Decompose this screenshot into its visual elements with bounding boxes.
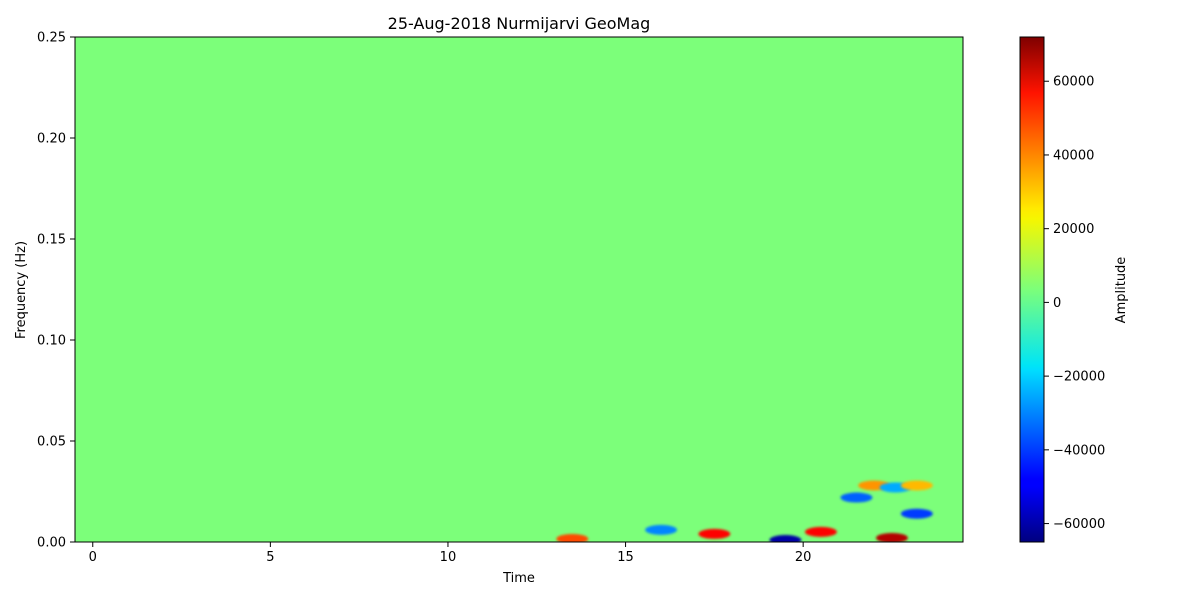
heatmap-feature-10 <box>900 508 933 519</box>
colorbar-label: Amplitude <box>1114 257 1129 324</box>
colorbar-tick-label: 20000 <box>1053 222 1094 237</box>
colorbar-frame <box>1019 36 1045 543</box>
colorbar-ticks: −60000 −40000 −20000 0 20000 40000 60000 <box>1044 75 1105 532</box>
y-tick-label: 0.25 <box>37 31 66 46</box>
x-tick-label: 10 <box>440 550 457 565</box>
heatmap-feature-0 <box>556 533 589 542</box>
x-tick-label: 5 <box>266 550 274 565</box>
y-axis-label: Frequency (Hz) <box>14 241 29 339</box>
x-tick-label: 20 <box>795 550 812 565</box>
x-axis: 0 5 10 15 20 <box>89 542 812 565</box>
colorbar-tick-label: 40000 <box>1053 148 1094 163</box>
x-tick-label: 0 <box>89 550 97 565</box>
colorbar-tick-label: −60000 <box>1053 517 1105 532</box>
colorbar-gradient <box>1020 37 1044 542</box>
y-tick-label: 0.05 <box>37 435 66 450</box>
heatmap-feature-5 <box>840 492 873 503</box>
colorbar: −60000 −40000 −20000 0 20000 40000 60000 Ampli… <box>1019 36 1129 543</box>
colorbar-tick-label: 0 <box>1053 296 1061 311</box>
y-tick-label: 0.00 <box>37 536 66 551</box>
x-axis-label: Time <box>502 571 535 586</box>
heatmap-feature-4 <box>804 526 837 537</box>
y-axis: 0.00 0.05 0.10 0.15 0.20 0.25 <box>37 31 75 551</box>
heatmap-area <box>75 37 963 542</box>
heatmap-feature-7 <box>875 532 908 542</box>
heatmap-feature-3 <box>769 534 802 542</box>
x-tick-label: 15 <box>617 550 634 565</box>
colorbar-tick-label: 60000 <box>1053 75 1094 90</box>
y-tick-label: 0.15 <box>37 233 66 248</box>
heatmap-feature-2 <box>698 528 731 539</box>
heatmap-features <box>556 480 933 542</box>
y-tick-label: 0.20 <box>37 132 66 147</box>
heatmap-feature-9 <box>900 480 933 491</box>
y-tick-label: 0.10 <box>37 334 66 349</box>
heatmap-background <box>75 37 963 542</box>
colorbar-tick-label: −20000 <box>1053 370 1105 385</box>
colorbar-tick-label: −40000 <box>1053 443 1105 458</box>
heatmap-feature-1 <box>645 524 678 535</box>
plot-frame <box>74 36 964 543</box>
chart-title: 25-Aug-2018 Nurmijarvi GeoMag <box>388 14 651 33</box>
